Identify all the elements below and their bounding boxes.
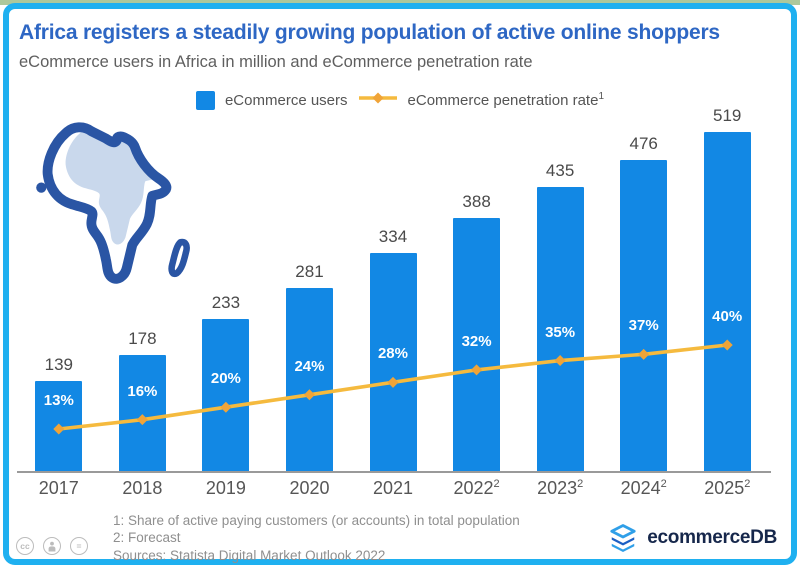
bar-value-label: 476 [629,134,658,154]
line-series-icon [358,91,398,110]
bar-value-label: 334 [378,227,408,247]
x-axis-label-2024: 20242 [620,478,667,498]
background-strip [0,0,800,5]
x-axis-line [17,471,771,473]
bar-value-label: 233 [211,293,241,313]
footnote-2: 2: Forecast [113,530,181,546]
bar-2024 [620,160,668,472]
x-axis-label-2018: 2018 [122,478,163,498]
penetration-rate-label: 37% [628,317,659,335]
legend-rate-label: eCommerce penetration rate1 [407,91,605,109]
bar-2018 [118,355,166,472]
bar-value-label: 139 [44,354,73,374]
bar-2020 [285,287,333,472]
bar-value-label: 519 [713,106,742,125]
penetration-rate-label: 20% [210,370,241,388]
bar-2025 [703,132,751,472]
legend: eCommerce users eCommerce penetration ra… [9,87,791,113]
chart-subtitle: eCommerce users in Africa in million and… [19,53,533,71]
x-axis-label-2025: 20252 [704,478,751,498]
cc-by-person-icon [43,537,61,555]
penetration-rate-label: 28% [377,345,408,363]
bar-value-label: 388 [462,191,491,211]
chart-title: Africa registers a steadily growing popu… [19,21,720,44]
x-axis-label-2020: 2020 [289,478,330,498]
chart-card: Africa registers a steadily growing popu… [3,3,797,565]
footnotes: 1: Share of active paying customers (or … [113,512,673,564]
x-axis-labels: 2017 2018 2019 2020 2021 20222 20232 20242 20252 [17,478,769,504]
footnote-sources: Sources: Statista Digital Market Outlook… [113,547,386,563]
ecommercedb-logo: ecommerceDB [608,523,777,553]
penetration-rate-label: 16% [127,382,158,400]
africa-map-icon [36,122,190,284]
x-axis-label-2019: 2019 [205,478,246,498]
bar-value-label: 435 [545,161,575,180]
footnote-1: 1: Share of active paying customers (or … [113,513,520,528]
penetration-rate-label: 24% [294,357,325,375]
x-axis-label-2017: 2017 [38,478,79,498]
x-axis-label-2021: 2021 [373,478,414,498]
penetration-rate-label: 32% [461,332,492,350]
bar-value-label: 281 [295,261,324,281]
legend-users-label: eCommerce users [224,91,348,109]
ecommercedb-logo-icon [610,524,636,552]
bar-2021 [369,253,417,472]
cc-license-icons: cc = [16,537,88,555]
bar-value-label: 178 [128,329,157,349]
plot-area: 139 13% 178 16% 233 20% 281 24% 334 28% 388 32% 435 3… [17,106,769,472]
x-axis-label-2023: 20232 [537,478,584,498]
x-axis-label-2022: 20222 [453,478,500,498]
penetration-rate-label: 13% [43,392,74,409]
bar-series-swatch [195,90,215,110]
cc-icon: cc [16,537,34,555]
penetration-rate-label: 35% [545,323,576,341]
bar-2019 [202,319,250,472]
cc-nd-equals-icon: = [70,537,88,555]
ecommercedb-logo-text: ecommerceDB [647,527,777,548]
penetration-rate-label: 40% [712,308,743,325]
